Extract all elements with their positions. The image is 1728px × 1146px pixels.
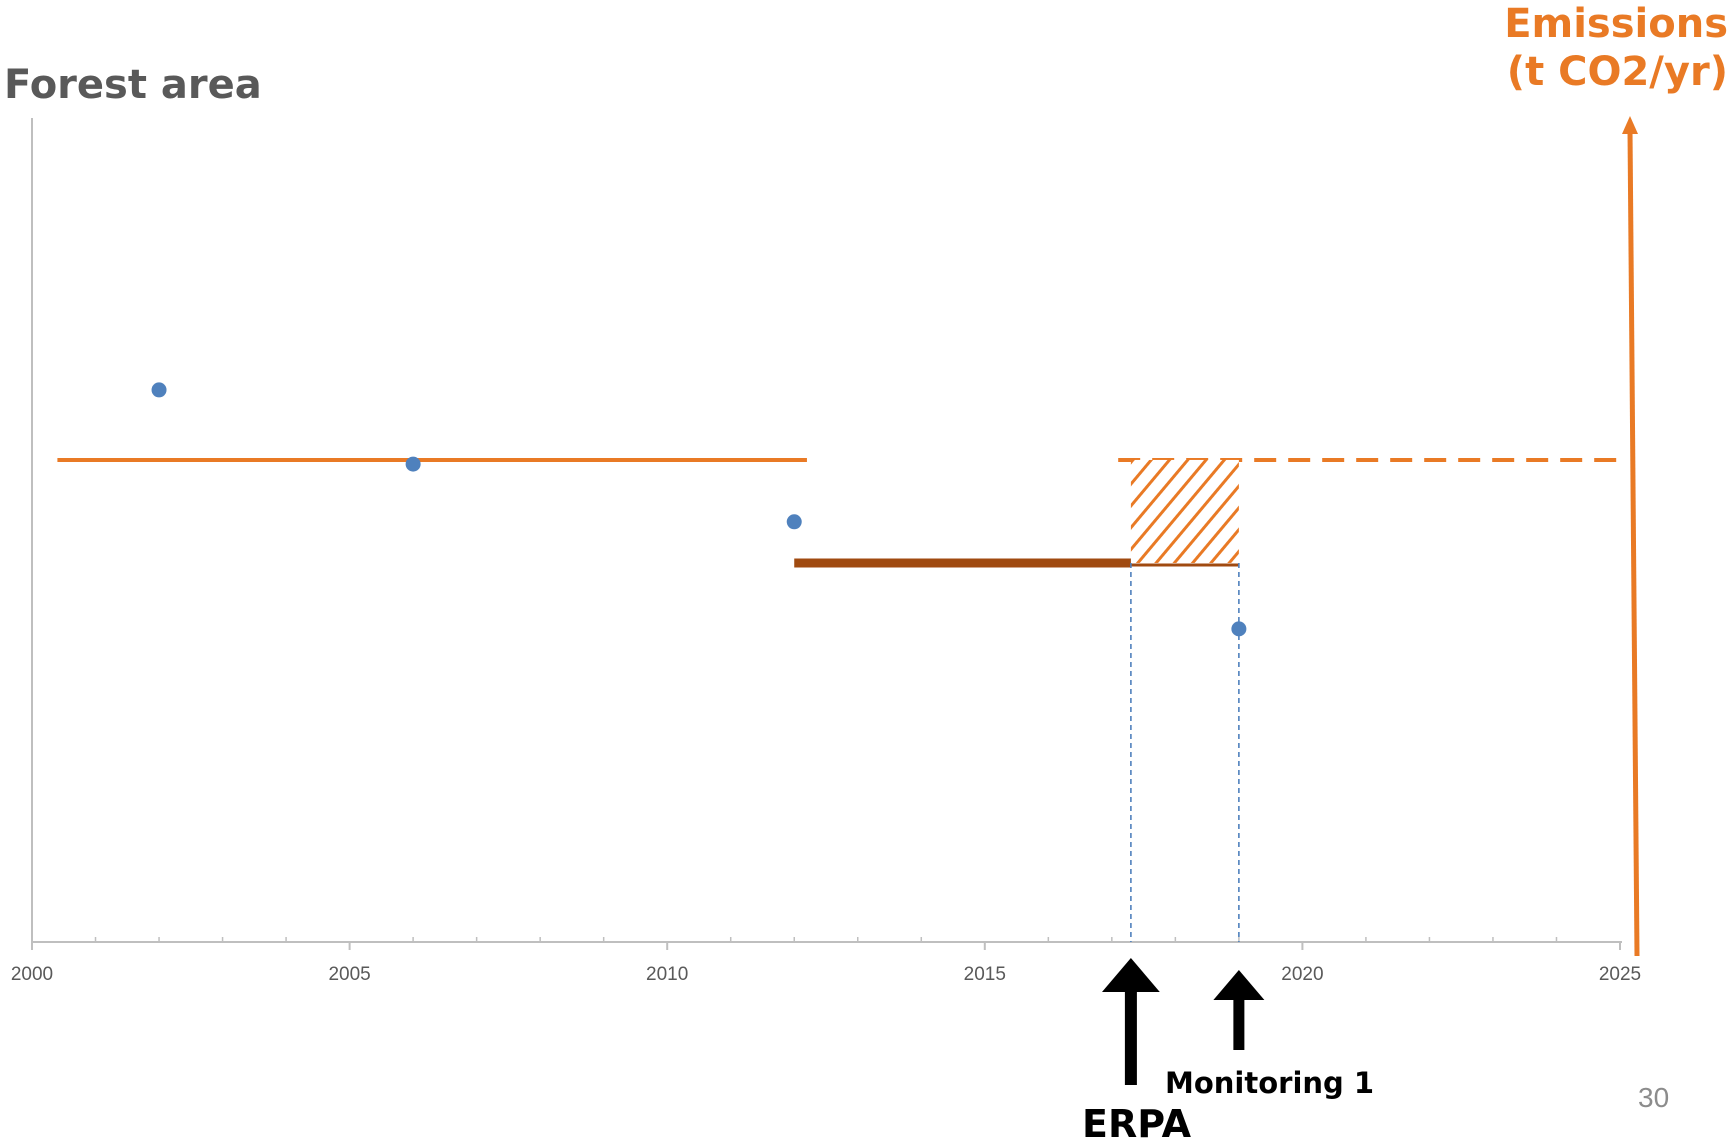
page-number: 30 xyxy=(1638,1082,1670,1113)
erpa-arrow-head xyxy=(1101,958,1160,992)
x-tick-label: 2000 xyxy=(11,964,53,985)
emissions-axis-arrowhead xyxy=(1622,116,1638,134)
emissions-axis-title-line2: (t CO2/yr) xyxy=(1506,49,1728,95)
emissions-axis-title-line1: Emissions xyxy=(1504,1,1728,47)
forest-area-point xyxy=(151,382,167,398)
emissions-axis-title: Emissions (t CO2/yr) xyxy=(1498,0,1728,96)
monitoring-arrow-shaft xyxy=(1233,1000,1245,1050)
erpa-arrow-shaft xyxy=(1124,992,1137,1085)
emissions-axis-line xyxy=(1627,129,1640,957)
forest-area-point xyxy=(1231,621,1247,637)
x-tick-label: 2015 xyxy=(964,964,1006,985)
x-tick-label: 2020 xyxy=(1281,964,1323,985)
forest-area-point xyxy=(405,456,421,472)
monitoring-arrow-head xyxy=(1213,970,1265,1000)
x-tick-label: 2005 xyxy=(328,964,370,985)
y-axis-title: Forest area xyxy=(4,62,262,108)
emission-reduction-area xyxy=(1130,459,1239,563)
x-tick-label: 2010 xyxy=(646,964,688,985)
erpa-label: ERPA xyxy=(1082,1102,1191,1146)
monitoring-1-label: Monitoring 1 xyxy=(1165,1066,1375,1100)
x-tick-label: 2025 xyxy=(1599,964,1641,985)
forest-area-point xyxy=(786,514,802,530)
